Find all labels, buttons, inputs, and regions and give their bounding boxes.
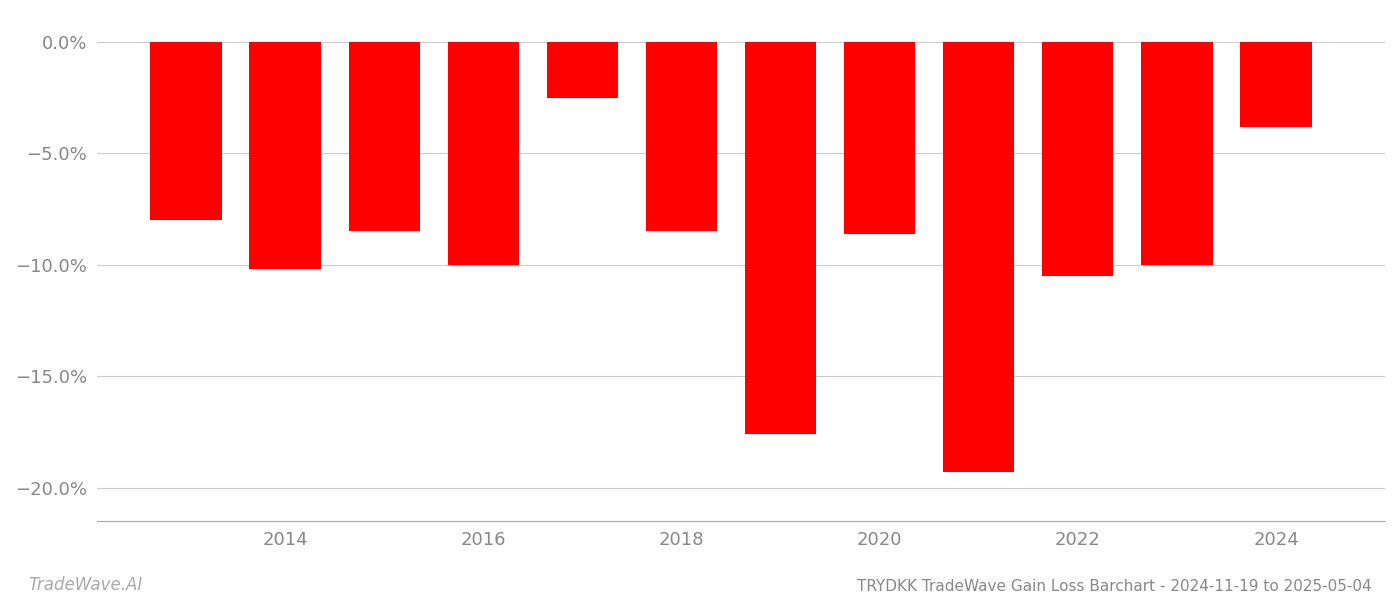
Bar: [249, 42, 321, 269]
Bar: [944, 42, 1015, 472]
Bar: [1141, 42, 1212, 265]
Bar: [547, 42, 617, 98]
Bar: [844, 42, 916, 233]
Bar: [645, 42, 717, 232]
Text: TradeWave.AI: TradeWave.AI: [28, 576, 143, 594]
Bar: [448, 42, 519, 265]
Text: TRYDKK TradeWave Gain Loss Barchart - 2024-11-19 to 2025-05-04: TRYDKK TradeWave Gain Loss Barchart - 20…: [857, 579, 1372, 594]
Bar: [745, 42, 816, 434]
Bar: [150, 42, 221, 220]
Bar: [1240, 42, 1312, 127]
Bar: [349, 42, 420, 232]
Bar: [1042, 42, 1113, 276]
